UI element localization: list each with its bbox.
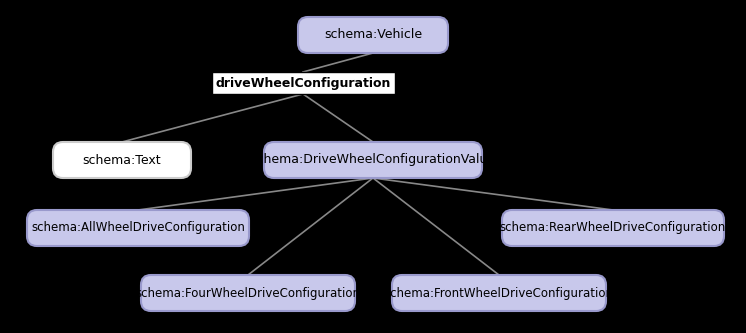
- Text: schema:Text: schema:Text: [83, 154, 161, 166]
- FancyBboxPatch shape: [53, 142, 191, 178]
- Text: schema:Vehicle: schema:Vehicle: [324, 29, 422, 42]
- Text: driveWheelConfiguration: driveWheelConfiguration: [216, 77, 391, 90]
- Text: schema:FrontWheelDriveConfiguration: schema:FrontWheelDriveConfiguration: [384, 286, 613, 299]
- FancyBboxPatch shape: [141, 275, 355, 311]
- Bar: [212, 72, 395, 94]
- FancyBboxPatch shape: [27, 210, 249, 246]
- FancyBboxPatch shape: [502, 210, 724, 246]
- Text: schema:AllWheelDriveConfiguration: schema:AllWheelDriveConfiguration: [31, 221, 245, 234]
- Text: schema:FourWheelDriveConfiguration: schema:FourWheelDriveConfiguration: [136, 286, 360, 299]
- FancyBboxPatch shape: [264, 142, 482, 178]
- Text: schema:DriveWheelConfigurationValue: schema:DriveWheelConfigurationValue: [251, 154, 495, 166]
- FancyBboxPatch shape: [298, 17, 448, 53]
- Text: schema:RearWheelDriveConfiguration: schema:RearWheelDriveConfiguration: [500, 221, 726, 234]
- FancyBboxPatch shape: [392, 275, 606, 311]
